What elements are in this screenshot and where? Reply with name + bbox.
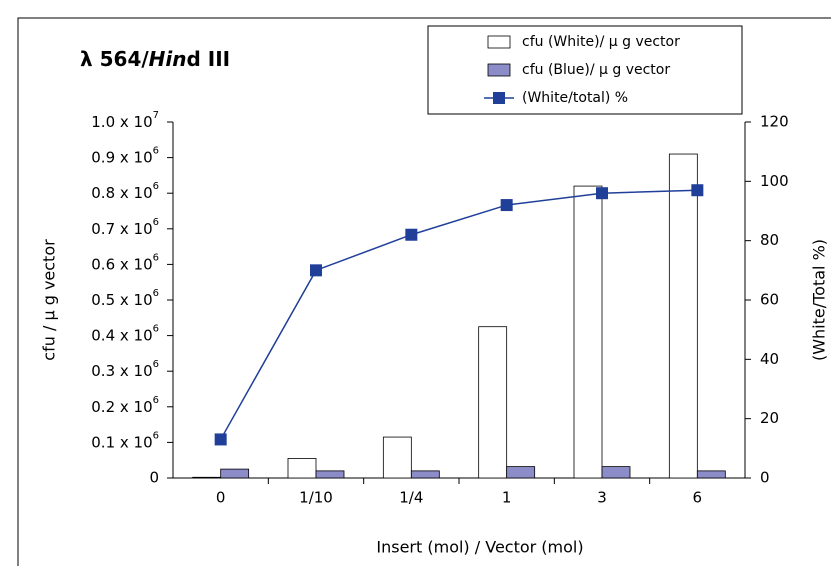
- y-tick-label-exp: 7: [153, 110, 159, 121]
- y-axis-label: cfu / μ g vector: [40, 239, 59, 361]
- bar: [382, 436, 412, 479]
- y-tick-label-exp: 6: [153, 181, 159, 192]
- chart-title: λ 564/Hind III: [80, 47, 230, 71]
- bar: [410, 470, 440, 479]
- x-tick-label: 6: [693, 489, 703, 507]
- x-tick-label: 1: [502, 489, 512, 507]
- y-tick-label: 0: [149, 469, 159, 487]
- y2-tick-label: 0: [760, 469, 770, 487]
- bar: [478, 326, 508, 479]
- y-tick-label: 0.1 x 106: [91, 430, 159, 451]
- bar: [506, 466, 536, 479]
- marker: [405, 228, 418, 241]
- bar: [696, 470, 726, 479]
- legend-label: cfu (Blue)/ μ g vector: [522, 62, 670, 78]
- bar: [220, 468, 250, 479]
- y-tick-label-base: 0.1 x 10: [91, 433, 152, 451]
- x-tick-label: 0: [216, 489, 226, 507]
- y-tick-label-exp: 6: [153, 217, 159, 228]
- marker: [596, 187, 608, 200]
- y-tick-label-base: 0.8 x 10: [91, 184, 152, 202]
- y2-tick-label: 100: [760, 172, 789, 190]
- marker: [214, 433, 227, 446]
- y-tick-label-exp: 6: [153, 146, 159, 157]
- x-tick-label: 3: [597, 489, 607, 507]
- y-tick-label: 0.8 x 106: [91, 181, 159, 202]
- y2-tick-label: 20: [760, 409, 779, 427]
- bar: [601, 466, 631, 479]
- y-tick-label-base: 0.2 x 10: [91, 397, 152, 415]
- y-tick-label: 0.5 x 106: [91, 288, 159, 309]
- bar: [315, 470, 345, 479]
- y-tick-label: 0.6 x 106: [91, 252, 159, 273]
- y-tick-label-exp: 6: [153, 395, 159, 406]
- marker: [310, 264, 322, 277]
- legend-marker: [493, 92, 505, 104]
- y2-tick-label: 40: [760, 350, 779, 368]
- y-tick-label: 0.7 x 106: [91, 217, 159, 238]
- y-tick-label-base: 0.4 x 10: [91, 326, 152, 344]
- y2-tick-label: 80: [760, 231, 779, 249]
- y-tick-label-base: 0.6 x 10: [91, 255, 152, 273]
- legend-swatch: [487, 63, 511, 77]
- legend-label: (White/total) %: [522, 90, 628, 106]
- y-tick-label: 0.2 x 106: [91, 395, 159, 416]
- y-tick-label-exp: 6: [153, 359, 159, 370]
- marker: [691, 184, 704, 197]
- line: [220, 189, 698, 440]
- y2-axis-label: (White/Total %): [810, 239, 829, 361]
- y-tick-label-exp: 6: [153, 430, 159, 441]
- y2-tick-label: 120: [760, 113, 789, 131]
- y-tick-label: 0.3 x 106: [91, 359, 159, 380]
- x-axis-label: Insert (mol) / Vector (mol): [376, 538, 583, 557]
- bar: [287, 458, 317, 479]
- legend: [427, 25, 743, 115]
- x-tick-label: 1/4: [399, 489, 423, 507]
- y-tick-label-exp: 6: [153, 324, 159, 335]
- marker: [500, 199, 513, 212]
- y-tick-label-exp: 6: [153, 252, 159, 263]
- y-tick-label-base: 1.0 x 10: [91, 113, 152, 131]
- y-tick-label-base: 0.9 x 10: [91, 148, 152, 166]
- y2-tick-label: 60: [760, 291, 779, 309]
- legend-label: cfu (White)/ μ g vector: [522, 34, 680, 50]
- bar: [192, 476, 222, 479]
- y-tick-label-exp: 6: [153, 288, 159, 299]
- y-tick-label: 0.9 x 106: [91, 146, 159, 167]
- bar: [668, 153, 698, 479]
- y-tick-label-base: 0.5 x 10: [91, 291, 152, 309]
- y-tick-label: 0.4 x 106: [91, 324, 159, 345]
- bar: [573, 185, 603, 479]
- legend-swatch: [487, 35, 511, 49]
- y-tick-label: 1.0 x 107: [91, 110, 159, 131]
- y-tick-label-base: 0.7 x 10: [91, 219, 152, 237]
- y-tick-label-base: 0.3 x 10: [91, 362, 152, 380]
- x-tick-label: 1/10: [299, 489, 333, 507]
